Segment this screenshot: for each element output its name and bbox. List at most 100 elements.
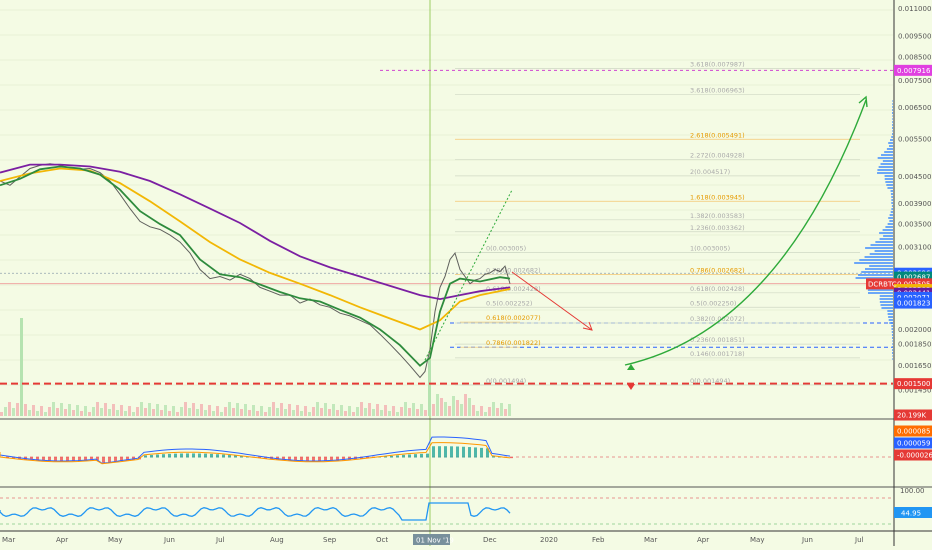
fib-level-label: 2.272(0.004928) xyxy=(690,152,745,160)
time-tick-label: May xyxy=(108,536,122,544)
volume-bar xyxy=(396,412,399,416)
volume-bar xyxy=(456,400,459,416)
macd-histogram-bar xyxy=(282,457,285,460)
macd-histogram-bar xyxy=(342,457,345,461)
profile-bar xyxy=(888,319,893,321)
macd-histogram-bar xyxy=(54,457,57,462)
profile-bar xyxy=(887,310,893,312)
profile-bar xyxy=(855,277,893,279)
price-tag xyxy=(894,297,932,309)
profile-bar xyxy=(884,178,893,180)
volume-bar xyxy=(336,410,339,416)
profile-bar xyxy=(879,298,893,300)
macd-histogram-bar xyxy=(468,447,471,458)
volume-bar xyxy=(344,411,347,416)
macd-histogram-bar xyxy=(486,448,489,458)
volume-bar xyxy=(68,404,71,416)
volume-bar xyxy=(256,411,259,416)
volume-bar xyxy=(492,402,495,416)
macd-histogram-bar xyxy=(96,457,99,460)
volume-bar xyxy=(84,406,87,416)
macd-histogram-bar xyxy=(90,457,93,461)
macd-histogram-bar xyxy=(216,454,219,458)
volume-profile xyxy=(854,100,893,360)
down-arrowhead xyxy=(582,321,593,331)
macd-histogram-bar xyxy=(240,455,243,458)
volume-bar xyxy=(368,403,371,416)
profile-bar xyxy=(882,160,893,162)
profile-bar xyxy=(892,127,893,129)
price-tick-label: 0.008500 xyxy=(898,53,931,61)
fib-level-label: 0.618(0.002428) xyxy=(486,285,541,293)
rsi-tag-label: 44.95 xyxy=(901,510,921,518)
volume-bar xyxy=(292,410,295,416)
macd-histogram-bar xyxy=(186,453,189,458)
volume-bar xyxy=(140,402,143,416)
profile-bar xyxy=(892,106,893,108)
volume-bar xyxy=(40,406,43,416)
macd-histogram-bar xyxy=(414,454,417,458)
macd-histogram-bar xyxy=(30,457,33,460)
time-tick-label: Feb xyxy=(592,536,605,544)
fib-level-label: 0.786(0.001822) xyxy=(486,339,541,347)
volume-bar xyxy=(92,407,95,416)
price-axis[interactable]: 0.011000 0.009500 0.008500 0.007500 0.006500… xyxy=(866,0,932,546)
profile-bar xyxy=(869,253,893,255)
volume-bar xyxy=(168,411,171,416)
fib-level-label: 0.786(0.002682) xyxy=(486,266,541,274)
volume-bar xyxy=(208,405,211,416)
volume-bar xyxy=(172,406,175,416)
volume-bar xyxy=(416,409,419,416)
profile-bar xyxy=(891,202,893,204)
volume-bar xyxy=(408,408,411,416)
macd-histogram-bar xyxy=(402,454,405,458)
date-highlight-box xyxy=(413,534,450,545)
time-axis[interactable]: Mar Apr May Jun Jul Aug Sep Oct Dec 2020 Feb Mar Apr… xyxy=(0,530,932,545)
price-tick-label: 0.006500 xyxy=(898,104,931,112)
volume-bar xyxy=(56,408,59,416)
series-line-ma_purple xyxy=(0,163,511,301)
profile-bar xyxy=(887,187,893,189)
volume-bar xyxy=(80,411,83,416)
profile-bar xyxy=(892,352,893,354)
volume-bar xyxy=(128,406,131,416)
profile-bar xyxy=(888,316,893,318)
macd-histogram-bar xyxy=(456,446,459,458)
price-tick-label: 0.005500 xyxy=(898,135,931,143)
profile-bar xyxy=(892,337,893,339)
time-tick-label: Dec xyxy=(483,536,497,544)
time-tick-label: May xyxy=(750,536,764,544)
volume-bar xyxy=(244,404,247,416)
volume-bar xyxy=(196,409,199,416)
macd-histogram-bar xyxy=(396,455,399,458)
volume-bar xyxy=(288,404,291,416)
volume-bar xyxy=(148,403,151,416)
volume-bar xyxy=(224,407,227,416)
macd-histogram-bar xyxy=(294,457,297,461)
volume-bar xyxy=(176,412,179,416)
volume-bar xyxy=(28,410,31,416)
volume-bar xyxy=(504,409,507,416)
volume-bar xyxy=(108,409,111,416)
macd-histogram-bar xyxy=(312,457,315,462)
down-marker xyxy=(627,384,635,390)
profile-bar xyxy=(889,214,893,216)
projection-arrowhead xyxy=(858,95,868,108)
profile-bar xyxy=(870,244,893,246)
volume-bar xyxy=(272,402,275,416)
volume-bar xyxy=(164,405,167,416)
fib-level-label: 0.382(0.002072) xyxy=(690,315,745,323)
volume-bar xyxy=(444,402,447,416)
profile-bar xyxy=(891,196,893,198)
volume-bar xyxy=(392,406,395,416)
profile-bar xyxy=(880,304,893,306)
macd-histogram-bar xyxy=(192,453,195,458)
price-tick-label: 0.002000 xyxy=(898,326,931,334)
profile-bar xyxy=(891,328,893,330)
profile-bar xyxy=(886,148,893,150)
volume-bar xyxy=(480,406,483,416)
profile-bar xyxy=(892,130,893,132)
grid xyxy=(0,0,893,546)
profile-bar xyxy=(861,271,893,273)
price-tick-label: 0.009500 xyxy=(898,32,931,40)
